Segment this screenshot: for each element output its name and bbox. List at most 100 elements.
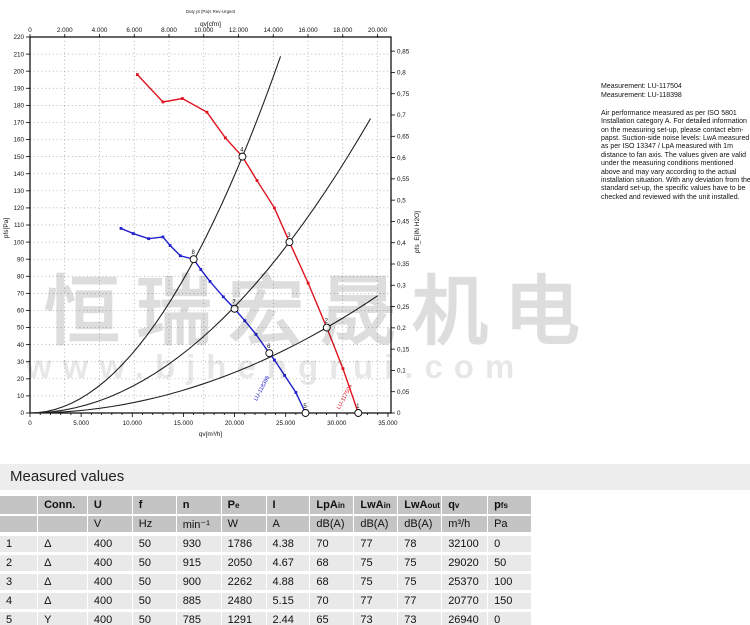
measured-values-band: Measured values [0,464,750,490]
chart-text: 0,55 [397,176,410,183]
table-row: 1 Δ 400 50 930 1786 4.38 70 77 78 32100 0 [0,536,532,552]
operating-point-1 [354,409,363,417]
table-cell: Y [38,612,87,625]
curve-marker [273,206,276,210]
table-row: 4 Δ 400 50 885 2480 5.15 70 77 77 20770 150 [0,593,532,609]
chart-text: 0,8 [397,70,406,77]
column-unit: W [221,516,266,532]
measurement-id-1: Measurement: LU-117504 [601,83,682,90]
table-cell: 1 [0,536,38,552]
chart-text: LU-118398 [253,375,271,402]
curve-marker [131,232,135,235]
table-cell: 68 [310,574,354,590]
chart-text: 7 [232,300,236,306]
chart-text: 30.000 [327,420,347,427]
table-cell: Δ [38,593,87,609]
chart-text: 210 [13,51,24,58]
chart-text: 5.000 [73,420,89,427]
chart-text: 2.000 [57,27,73,34]
chart-text: 6.000 [126,27,142,34]
table-cell: 885 [176,593,221,609]
operating-point-2 [322,323,331,332]
chart-text: 90 [17,256,25,263]
column-unit: V [87,516,132,532]
chart-text: 170 [13,120,24,127]
chart-text: 50 [17,325,25,332]
chart-text: 0 [28,27,32,34]
table-cell: 75 [398,574,442,590]
chart-text: 0,2 [397,325,406,332]
table-cell: 3 [0,574,38,590]
column-header: LwA out [398,496,442,514]
table-row: 5 Y 400 50 785 1291 2.44 65 73 73 26940 0 [0,612,532,625]
chart-text: 60 [17,308,25,315]
column-unit: A [266,516,310,532]
curve-marker [147,237,151,241]
table-row: 3 Δ 400 50 900 2262 4.88 68 75 75 25370 100 [0,574,532,590]
chart-text: 18.000 [333,27,353,34]
table-cell: 68 [310,555,354,571]
system-parabola [29,56,282,414]
fan-curve-svg: 0 5.000 10.000 15.000 20.000 25.000 30.000 35.0… [3,9,421,438]
chart-text: 6 [267,344,271,350]
chart-text: LU-117504 [336,384,354,411]
curve-marker [180,97,184,100]
column-header: n [176,496,221,514]
chart-text: 0,7 [397,112,406,119]
chart-text: 30 [17,359,25,366]
table-cell: 26940 [442,612,488,625]
operating-point-3 [285,238,294,247]
table-cell: 785 [176,612,221,625]
table-cell: 400 [87,574,132,590]
operating-point-4 [238,152,247,161]
chart-text: 190 [13,85,24,92]
table-cell: 50 [132,555,176,571]
column-header [0,496,38,514]
curve-marker [254,332,258,336]
table-cell: 20770 [442,593,488,609]
chart-text: 0 [28,420,32,427]
chart-text: 14.000 [264,27,284,34]
column-unit: m³/h [442,516,488,532]
chart-text: 20.000 [368,27,388,34]
chart-text: 220 [13,34,24,41]
chart-text: 20 [17,376,25,383]
table-cell: 75 [354,555,398,571]
chart-text: 0,1 [397,368,406,375]
chart-text: 25.000 [276,420,296,427]
column-header: LpA in [310,496,354,514]
column-header: Conn. [38,496,87,514]
curve-marker [255,179,259,182]
measurement-notes: Measurement: LU-117504 Measurement: LU-1… [601,83,750,202]
chart-text: 130 [13,188,24,195]
table-cell: 78 [398,536,442,552]
system-parabola [29,295,379,414]
column-unit: dB(A) [310,516,354,532]
chart-text: 15.000 [174,420,194,427]
table-cell: 77 [398,593,442,609]
curve-marker [294,391,298,394]
chart-text: qv[cfm] [200,21,221,28]
operating-point-6 [265,349,274,358]
curve-marker [306,281,310,285]
chart-text: 8 [191,250,195,256]
chart-text: 1 [356,404,360,410]
chart-text: 0 [20,410,24,417]
chart-text: 0,6 [397,155,406,162]
column-header: LwA in [354,496,398,514]
column-unit: Hz [132,516,176,532]
table-cell: 4.67 [266,555,310,571]
table-cell: 0 [488,612,531,625]
table-cell: 2050 [221,555,266,571]
table-cell: 73 [398,612,442,625]
chart-text: 5 [303,404,307,410]
table-cell: 2.44 [266,612,310,625]
column-header: I [266,496,310,514]
measured-values-title: Measured values [10,468,125,485]
chart-text: 10.000 [194,27,214,34]
column-header: U [87,496,132,514]
